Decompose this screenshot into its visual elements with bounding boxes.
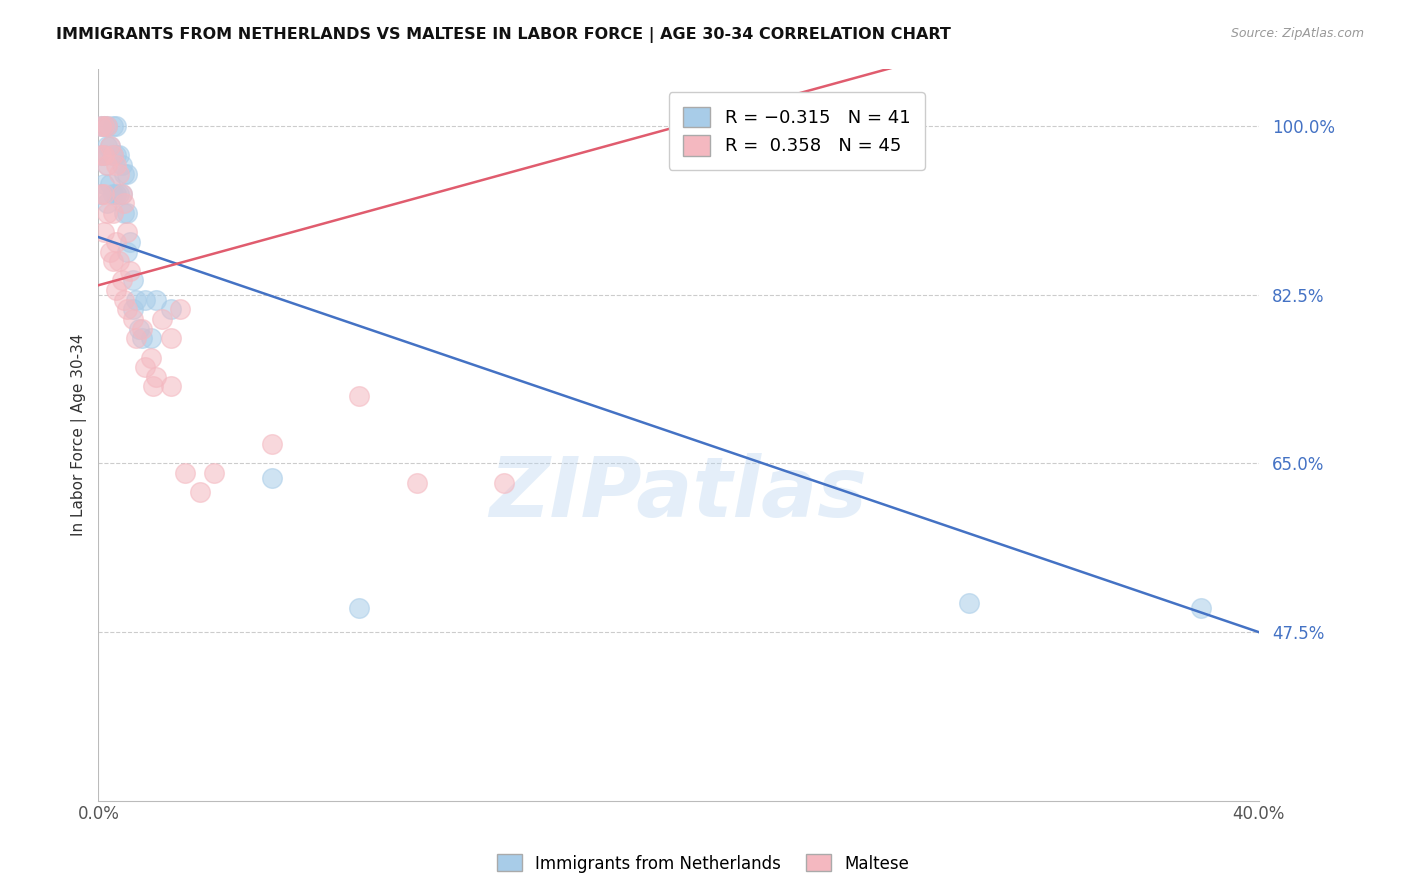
Point: [93, 225, 115, 239]
Point: [107, 186, 129, 201]
Point: [117, 168, 139, 182]
Point: [188, 485, 211, 500]
Legend: Immigrants from Netherlands, Maltese: Immigrants from Netherlands, Maltese: [491, 847, 915, 880]
Point: [90, 120, 112, 134]
Point: [114, 293, 136, 307]
Point: [122, 273, 145, 287]
Point: [262, 471, 284, 485]
Point: [125, 331, 148, 345]
Point: [93, 148, 115, 162]
Point: [139, 331, 162, 345]
Point: [104, 186, 127, 201]
Point: [139, 351, 162, 365]
Point: [134, 360, 156, 375]
Point: [93, 177, 115, 191]
Point: [101, 206, 124, 220]
Point: [96, 206, 118, 220]
Point: [98, 138, 121, 153]
Point: [169, 302, 191, 317]
Point: [96, 120, 118, 134]
Point: [90, 186, 112, 201]
Point: [160, 331, 183, 345]
Point: [145, 369, 167, 384]
Point: [114, 168, 136, 182]
Point: [114, 196, 136, 211]
Point: [93, 148, 115, 162]
Point: [101, 148, 124, 162]
Point: [117, 244, 139, 259]
Point: [145, 293, 167, 307]
Point: [96, 138, 118, 153]
Point: [349, 389, 371, 403]
Point: [117, 206, 139, 220]
Point: [174, 466, 197, 480]
Point: [117, 302, 139, 317]
Point: [96, 158, 118, 172]
Point: [349, 601, 371, 615]
Point: [406, 475, 429, 490]
Point: [104, 148, 127, 162]
Point: [104, 235, 127, 249]
Point: [96, 158, 118, 172]
Point: [142, 379, 165, 393]
Point: [110, 158, 132, 172]
Point: [101, 186, 124, 201]
Point: [90, 120, 112, 134]
Point: [131, 331, 153, 345]
Point: [93, 120, 115, 134]
Point: [93, 120, 115, 134]
Point: [494, 475, 516, 490]
Point: [107, 254, 129, 268]
Point: [150, 312, 173, 326]
Text: IMMIGRANTS FROM NETHERLANDS VS MALTESE IN LABOR FORCE | AGE 30-34 CORRELATION CH: IMMIGRANTS FROM NETHERLANDS VS MALTESE I…: [56, 27, 950, 43]
Text: Source: ZipAtlas.com: Source: ZipAtlas.com: [1230, 27, 1364, 40]
Point: [122, 312, 145, 326]
Point: [110, 273, 132, 287]
Point: [120, 264, 142, 278]
Point: [128, 321, 150, 335]
Point: [110, 186, 132, 201]
Point: [1189, 601, 1212, 615]
Text: ZIPatlas: ZIPatlas: [489, 452, 868, 533]
Point: [98, 138, 121, 153]
Point: [160, 379, 183, 393]
Point: [957, 596, 980, 610]
Point: [262, 437, 284, 451]
Point: [90, 148, 112, 162]
Point: [120, 235, 142, 249]
Point: [101, 120, 124, 134]
Point: [93, 186, 115, 201]
Point: [117, 225, 139, 239]
Point: [131, 321, 153, 335]
Point: [90, 148, 112, 162]
Point: [125, 293, 148, 307]
Point: [134, 293, 156, 307]
Legend: R = −0.315   N = 41, R =  0.358   N = 45: R = −0.315 N = 41, R = 0.358 N = 45: [669, 92, 925, 170]
Point: [104, 283, 127, 297]
Point: [96, 196, 118, 211]
Y-axis label: In Labor Force | Age 30-34: In Labor Force | Age 30-34: [72, 334, 87, 536]
Point: [98, 244, 121, 259]
Point: [101, 254, 124, 268]
Point: [107, 148, 129, 162]
Point: [104, 158, 127, 172]
Point: [110, 186, 132, 201]
Point: [90, 186, 112, 201]
Point: [107, 168, 129, 182]
Point: [160, 302, 183, 317]
Point: [122, 302, 145, 317]
Point: [96, 120, 118, 134]
Point: [114, 206, 136, 220]
Point: [98, 177, 121, 191]
Point: [101, 148, 124, 162]
Point: [202, 466, 225, 480]
Point: [104, 120, 127, 134]
